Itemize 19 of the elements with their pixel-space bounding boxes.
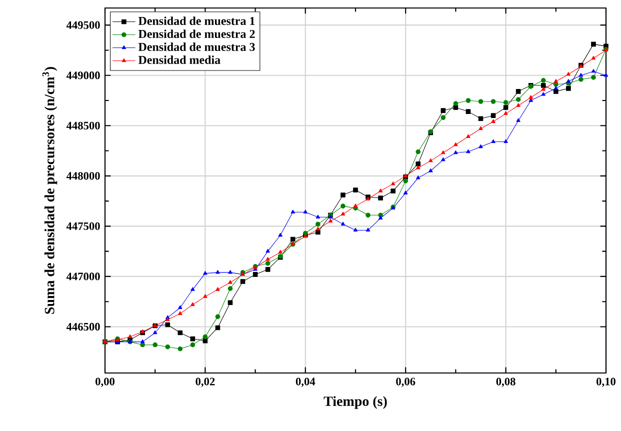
y-tick-label: 449500 <box>66 21 100 29</box>
y-axis-title: Suma de densidad de precursores (n/cm$^{3}$) <box>42 67 58 314</box>
legend-label: Densidad de muestra 2 <box>138 30 255 38</box>
x-tick-label: 0,02 <box>196 378 215 387</box>
x-axis-title: Tiempo (s) <box>324 396 387 409</box>
x-tick-label: 0,10 <box>596 378 616 387</box>
x-tick-label: 0,06 <box>396 378 416 387</box>
x-tick-label: 0,00 <box>96 378 114 387</box>
y-tick-label: 448500 <box>66 122 100 130</box>
legend-label: Densidad de muestra 3 <box>138 42 255 52</box>
x-tick-label: 0,04 <box>296 378 316 387</box>
legend-label: Densidad de muestra 1 <box>138 16 255 26</box>
legend-label: Densidad media <box>138 56 220 64</box>
y-tick-label: 447000 <box>66 272 100 280</box>
y-tick-label: 448000 <box>66 172 100 180</box>
y-tick-label: 449000 <box>66 72 100 80</box>
x-tick-label: 0,08 <box>496 378 516 387</box>
y-tick-label: 446500 <box>66 322 100 331</box>
y-tick-label: 447500 <box>66 222 100 230</box>
